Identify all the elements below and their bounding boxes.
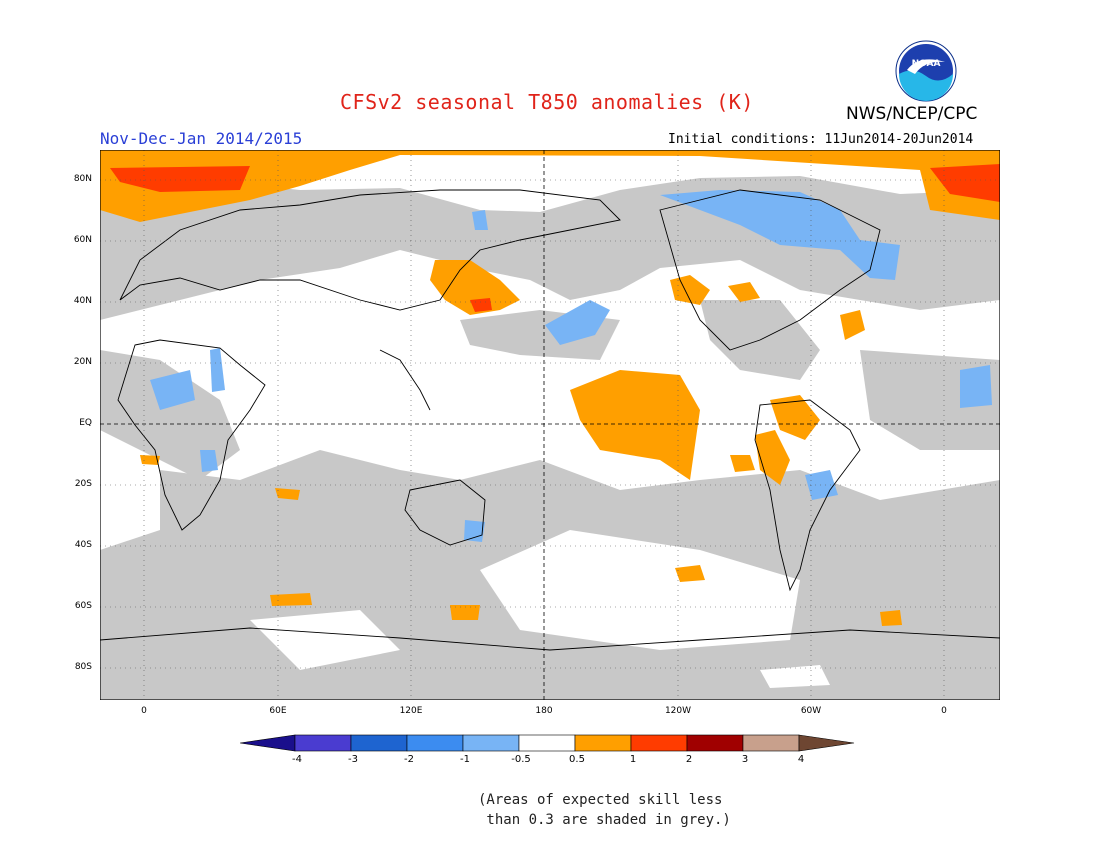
equator-dateline bbox=[100, 150, 1000, 700]
legend-tick-label: 1 bbox=[629, 754, 637, 765]
warm-anomaly-regions bbox=[100, 150, 1000, 626]
legend-tick-label: 2 bbox=[685, 754, 693, 765]
strong-warm-anomaly-regions bbox=[110, 164, 1000, 312]
legend-swatch bbox=[462, 734, 520, 752]
india-outline bbox=[379, 349, 431, 411]
legend-swatch bbox=[742, 734, 800, 752]
africa-outline bbox=[117, 339, 266, 531]
cool-anomaly-regions bbox=[150, 190, 992, 542]
legend-swatch bbox=[294, 734, 352, 752]
lat-label: 40S bbox=[74, 540, 92, 550]
eurasia-outline bbox=[119, 189, 621, 311]
lat-label: 20N bbox=[73, 357, 92, 367]
legend-tick-label: 3 bbox=[741, 754, 749, 765]
map-title: CFSv2 seasonal T850 anomalies (K) bbox=[340, 90, 754, 114]
lat-label: 40N bbox=[73, 296, 92, 306]
lat-label: 80N bbox=[73, 174, 92, 184]
legend-swatch bbox=[630, 734, 688, 752]
legend-swatch bbox=[518, 734, 576, 752]
legend-tick-label: -4 bbox=[292, 754, 302, 765]
white-patches bbox=[250, 530, 830, 688]
north-america-outline bbox=[659, 189, 881, 351]
legend-swatch bbox=[240, 734, 296, 752]
australia-outline bbox=[404, 479, 486, 546]
lat-label: EQ bbox=[79, 418, 92, 428]
initial-conditions-label: Initial conditions: 11Jun2014-20Jun2014 bbox=[668, 132, 974, 147]
legend-swatch bbox=[574, 734, 632, 752]
organization-label: NWS/NCEP/CPC bbox=[846, 104, 978, 124]
legend-tick-label: -1 bbox=[460, 754, 470, 765]
legend-swatch bbox=[798, 734, 855, 752]
noaa-logo: NOAA bbox=[895, 40, 957, 102]
lat-label: 80S bbox=[74, 662, 92, 672]
lat-label: 60N bbox=[73, 235, 92, 245]
south-america-outline bbox=[754, 399, 861, 592]
legend-tick-label: 0.5 bbox=[569, 754, 585, 765]
lon-label: 60W bbox=[800, 706, 822, 716]
lon-label: 120E bbox=[399, 706, 423, 716]
lat-label: 20S bbox=[74, 479, 92, 489]
lon-label: 0 bbox=[941, 706, 947, 716]
legend-tick-label: -3 bbox=[348, 754, 358, 765]
legend-tick-label: 4 bbox=[797, 754, 805, 765]
graticule bbox=[100, 150, 1000, 700]
lon-label: 60E bbox=[269, 706, 287, 716]
land-outlines bbox=[100, 189, 1000, 651]
color-legend-bar bbox=[240, 734, 855, 752]
lon-label: 0 bbox=[141, 706, 147, 716]
lon-label: 120W bbox=[664, 706, 692, 716]
season-label: Nov-Dec-Jan 2014/2015 bbox=[100, 129, 303, 148]
legend-swatch bbox=[406, 734, 464, 752]
legend-swatch bbox=[350, 734, 408, 752]
legend-tick-label: -2 bbox=[404, 754, 414, 765]
anomaly-map bbox=[100, 150, 1000, 700]
lon-label: 180 bbox=[535, 706, 553, 716]
antarctica-outline bbox=[100, 627, 1000, 651]
lat-label: 60S bbox=[74, 601, 92, 611]
skill-note: (Areas of expected skill less than 0.3 a… bbox=[478, 792, 731, 828]
noaa-logo-text: NOAA bbox=[912, 59, 941, 69]
legend-swatch bbox=[686, 734, 744, 752]
legend-tick-label: -0.5 bbox=[511, 754, 531, 765]
